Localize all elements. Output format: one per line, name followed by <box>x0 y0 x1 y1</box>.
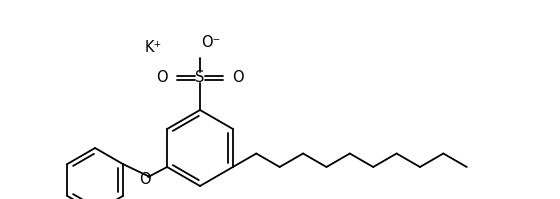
Text: O: O <box>156 70 168 86</box>
Text: O: O <box>139 173 151 187</box>
Text: O: O <box>232 70 244 86</box>
Text: S: S <box>195 70 205 86</box>
Text: O⁻: O⁻ <box>201 35 221 50</box>
Text: K⁺: K⁺ <box>145 41 162 56</box>
